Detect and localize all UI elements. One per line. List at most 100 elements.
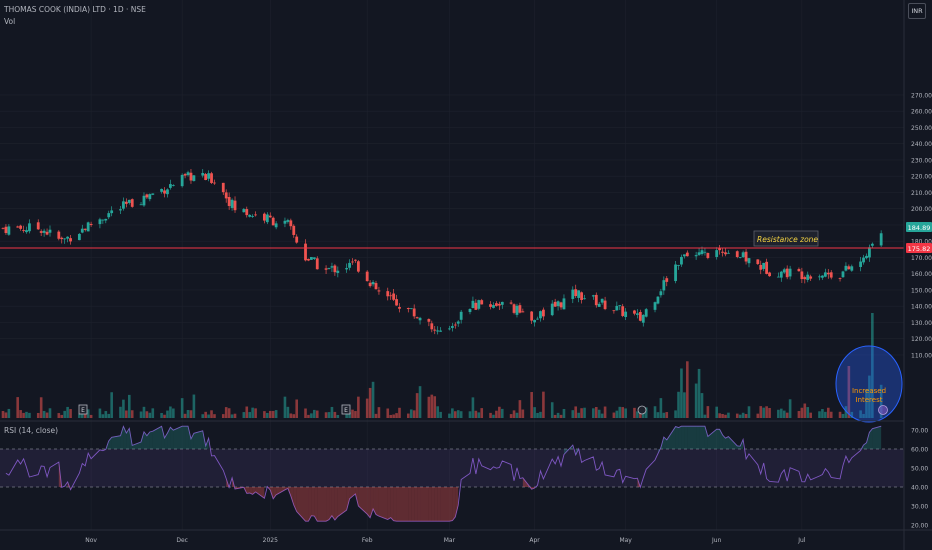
candle-body	[4, 226, 8, 234]
volume-bar	[271, 410, 275, 418]
time-tick-label: Feb	[362, 537, 373, 544]
volume-bar	[680, 368, 683, 418]
candle-body	[865, 255, 868, 259]
resistance-zone-annotation[interactable]: Resistance zone	[753, 230, 818, 247]
rsi-oversold-segment	[437, 487, 441, 522]
rsi-oversold-segment	[243, 487, 247, 494]
rsi-band	[0, 449, 904, 487]
volume-bar	[57, 413, 61, 418]
volume-bar	[310, 413, 313, 418]
rsi-overbought-segment	[126, 428, 130, 449]
price-tick-label: 110.00	[911, 352, 932, 359]
volume-bar	[104, 411, 108, 418]
candle-body	[868, 247, 871, 258]
rsi-overbought-segment	[704, 426, 708, 449]
time-axis[interactable]: Nov Dec 2025 Feb Mar Apr May Jun Jul	[85, 537, 806, 544]
candle-body	[330, 266, 334, 268]
candle-body	[715, 250, 719, 257]
volume-bar	[480, 408, 484, 418]
rsi-overbought-segment	[167, 427, 171, 449]
volume-bar	[409, 409, 413, 418]
volume-bar	[16, 397, 19, 418]
rsi-oversold-segment	[428, 487, 432, 522]
volume-bar	[412, 410, 416, 418]
candle-body	[356, 261, 360, 272]
rsi-oversold-segment	[378, 487, 388, 520]
candle-body	[826, 272, 830, 275]
time-tick-label: Jul	[797, 537, 806, 544]
volume-bar	[227, 408, 231, 418]
rsi-overbought-segment	[188, 426, 191, 449]
volume-bar	[254, 408, 257, 418]
rsi-oversold-segment	[226, 478, 230, 488]
candle-body	[374, 283, 378, 290]
volume-bar	[430, 394, 434, 418]
volume-bar	[98, 408, 102, 418]
candle-body	[453, 324, 457, 326]
volume-bar	[221, 414, 225, 418]
interest-circle[interactable]: Increased Interest	[835, 345, 903, 423]
price-tick-label: 260.00	[911, 109, 932, 116]
volume-bar	[398, 407, 401, 418]
rsi-axis[interactable]: 70.00 60.00 50.00 40.00 30.00 20.00	[911, 427, 928, 529]
volume-bar	[207, 414, 210, 418]
volume-bar	[644, 407, 648, 418]
candle-body	[821, 275, 824, 278]
volume-bar	[738, 414, 742, 418]
candle-body	[386, 291, 390, 297]
volume-bar	[826, 407, 830, 418]
volume-bar	[471, 397, 475, 418]
volume-bar	[377, 407, 381, 418]
candle-body	[148, 194, 152, 200]
candle-body	[409, 308, 413, 310]
candle-body	[665, 278, 669, 282]
candle-body	[145, 194, 149, 198]
volume-bar	[7, 408, 11, 418]
volume-bar	[768, 407, 771, 418]
candle-body	[823, 272, 827, 277]
volume-bar	[286, 406, 290, 418]
rsi-overbought-segment	[193, 430, 203, 449]
volume-bar	[829, 411, 833, 418]
rsi-overbought-segment	[872, 426, 882, 449]
volume-bar	[86, 409, 90, 418]
currency-button[interactable]: INR	[908, 3, 926, 19]
rsi-overbought-segment	[164, 433, 168, 449]
rsi-overbought-segment	[728, 436, 738, 449]
volume-bar	[230, 414, 234, 418]
volume-bar	[169, 406, 172, 418]
event-markers[interactable]: E E	[78, 404, 888, 415]
candle-body	[509, 302, 513, 304]
rsi-tick-label: 20.00	[911, 522, 928, 529]
rsi-oversold-segment	[311, 487, 315, 516]
candle-body	[680, 256, 683, 265]
volume-bar	[110, 392, 113, 418]
candle-body	[641, 314, 645, 323]
candle-body	[292, 225, 296, 235]
candle-body	[497, 303, 501, 306]
candle-body	[530, 311, 534, 321]
candle-body	[230, 199, 234, 208]
rsi-overbought-segment	[143, 431, 147, 449]
volume-bar	[304, 408, 307, 418]
rsi-oversold-segment	[396, 487, 400, 522]
flag-marker	[878, 405, 888, 415]
volume-bar	[201, 414, 205, 418]
volume-bar	[468, 411, 472, 418]
rsi-overbought-segment	[170, 427, 174, 449]
candle-body	[597, 303, 601, 307]
candle-body	[448, 328, 451, 330]
rsi-overbought-segment	[740, 439, 744, 449]
volume-bar	[536, 412, 539, 418]
time-tick-label: Nov	[85, 537, 97, 544]
volume-bar	[800, 407, 804, 418]
dividend-marker	[637, 405, 647, 415]
candle-body	[169, 184, 172, 188]
candle-body	[57, 231, 61, 239]
volume-bar	[66, 406, 69, 418]
volume-bar	[60, 414, 64, 418]
candle-body	[615, 305, 619, 311]
volume-bar	[151, 408, 155, 418]
rsi-oversold-segment	[531, 487, 535, 490]
